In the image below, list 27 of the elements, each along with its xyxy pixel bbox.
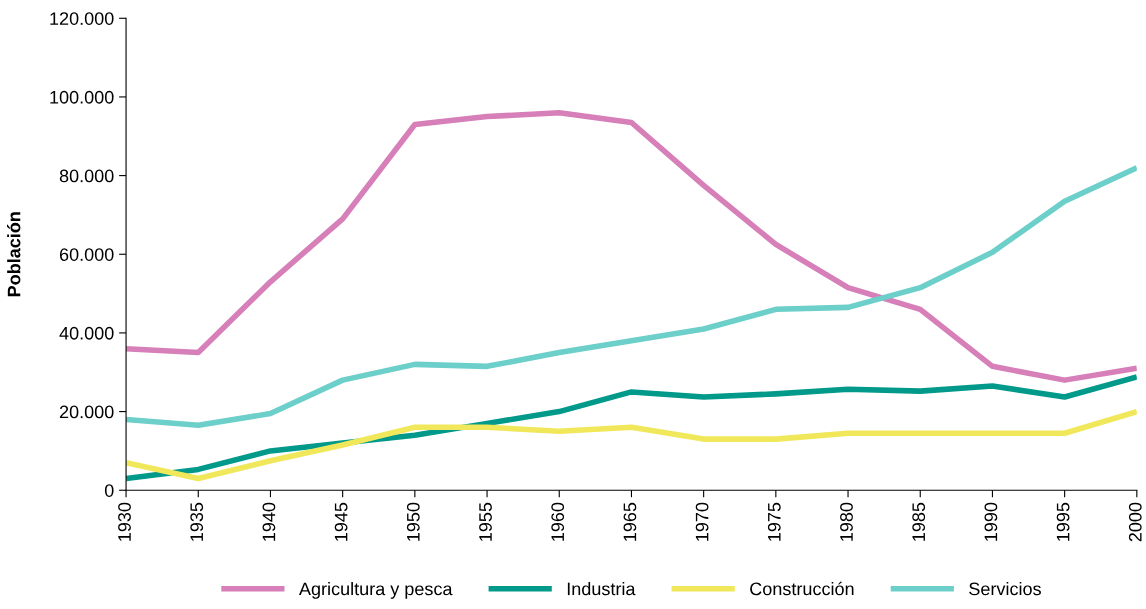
- x-tick-label: 1975: [767, 502, 781, 541]
- y-tick-label: 0: [104, 484, 114, 497]
- x-tick-label: 1980: [840, 502, 853, 541]
- y-tick-label: 80.000: [59, 169, 114, 183]
- legend-label: Servicios: [969, 582, 1041, 596]
- y-tick-label: 120.000: [50, 12, 114, 25]
- x-tick-label: 1930: [118, 502, 131, 541]
- y-axis-title: Población: [7, 212, 21, 297]
- x-tick-label: 1955: [479, 502, 492, 541]
- x-tick-label: 1995: [1056, 502, 1070, 541]
- legend-label: Construcción: [750, 581, 854, 596]
- x-tick-label: 1950: [406, 502, 420, 541]
- x-tick-label: 1960: [551, 502, 565, 541]
- x-tick-label: 1945: [334, 502, 348, 541]
- x-tick-label: 1985: [912, 502, 926, 541]
- x-tick-label: 1935: [190, 502, 204, 541]
- x-tick-label: 1940: [262, 502, 276, 541]
- x-tick-label: 1970: [695, 502, 709, 541]
- x-tick-label: 2000: [1128, 502, 1142, 542]
- legend-label: Agricultura y pesca: [298, 582, 453, 599]
- y-tick-label: 100.000: [50, 90, 114, 104]
- x-tick-label: 1990: [984, 502, 998, 541]
- y-tick-label: 40.000: [59, 326, 114, 340]
- x-tick-label: 1965: [623, 502, 637, 541]
- y-tick-label: 60.000: [59, 248, 114, 261]
- y-tick-label: 20.000: [59, 405, 114, 419]
- legend-label: Industria: [567, 582, 636, 596]
